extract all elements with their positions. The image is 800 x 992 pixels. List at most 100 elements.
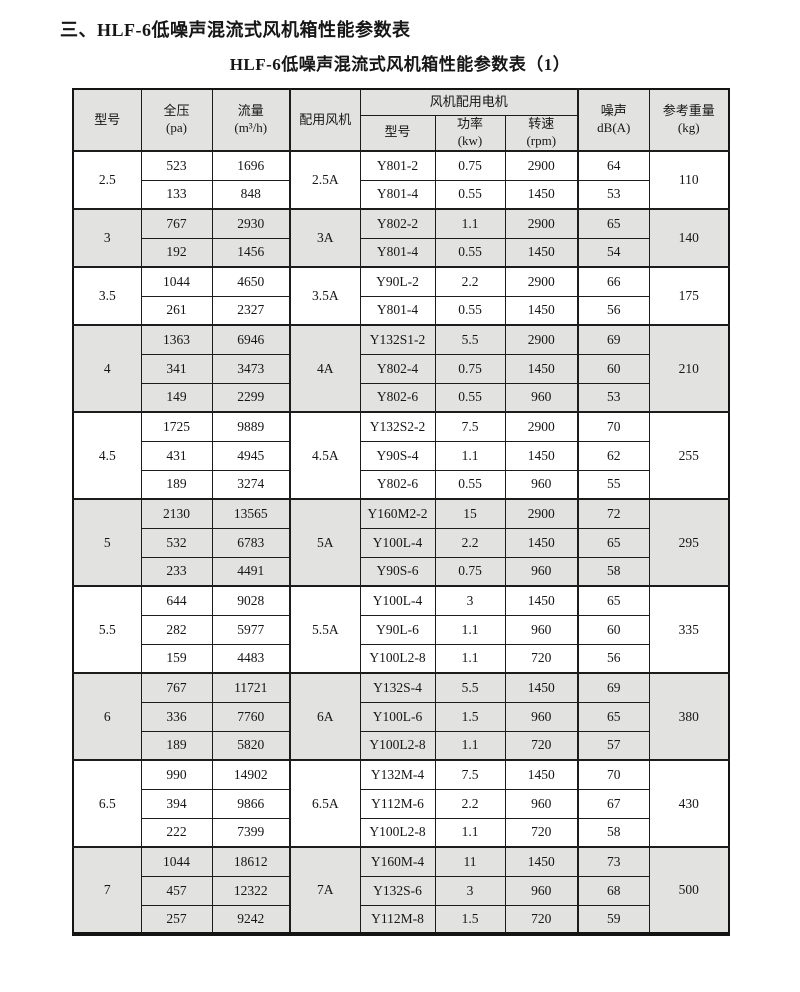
cell-flow: 6946 [211,324,291,355]
cell-fan-model: 2.5 [72,150,142,210]
header-speed-line1: 转速 [528,115,555,131]
cell-noise: 65 [577,208,650,239]
cell-matching-fan: 4.5A [289,411,361,500]
header-motor-group: 风机配用电机 [359,88,580,116]
cell-motor-speed: 1450 [504,672,580,703]
cell-noise: 66 [577,266,650,297]
cell-motor-speed: 960 [504,788,580,819]
cell-matching-fan: 2.5A [289,150,361,210]
cell-weight: 430 [648,759,730,848]
cell-motor-speed: 720 [504,904,580,935]
cell-noise: 65 [577,701,650,732]
cell-motor-speed: 960 [504,382,580,413]
cell-fan-model: 3 [72,208,142,268]
cell-motor-model: Y802-4 [359,353,436,384]
cell-noise: 65 [577,527,650,558]
cell-pressure: 189 [140,730,213,761]
cell-noise: 56 [577,643,650,674]
cell-motor-power: 7.5 [434,411,506,442]
cell-motor-power: 1.1 [434,730,506,761]
cell-motor-model: Y132S1-2 [359,324,436,355]
table-row: 261 2327 Y801-4 0.55 1450 56 [73,295,729,326]
table-row: 222 7399 Y100L2-8 1.1 720 58 [73,817,729,848]
cell-motor-model: Y132S-4 [359,672,436,703]
cell-pressure: 532 [140,527,213,558]
cell-flow: 9866 [211,788,291,819]
cell-flow: 4483 [211,643,291,674]
header-pressure: 全压 (pa) [140,88,213,152]
cell-noise: 60 [577,614,650,645]
cell-fan-model: 4 [72,324,142,413]
cell-motor-speed: 1450 [504,353,580,384]
table-row: 5 2130 13565 5A Y160M2-2 15 2900 72 295 [72,498,730,587]
cell-flow: 4491 [211,556,291,587]
cell-motor-power: 1.1 [434,440,506,471]
header-speed-line2: (rpm) [526,132,557,148]
cell-fan-model: 6.5 [72,759,142,848]
cell-motor-power: 3 [434,585,506,616]
table-row: 159 4483 Y100L2-8 1.1 720 56 [73,643,729,674]
cell-motor-power: 0.55 [434,179,506,210]
cell-motor-power: 0.75 [434,353,506,384]
cell-motor-speed: 2900 [504,266,580,297]
cell-matching-fan: 4A [289,324,361,413]
cell-motor-power: 2.2 [434,527,506,558]
cell-motor-power: 7.5 [434,759,506,790]
table-header: 型号 全压 (pa) 流量 (m³/h) 配用风机 风机配用电机 噪声 dB(A… [72,88,730,152]
cell-flow: 4945 [211,440,291,471]
cell-motor-power: 11 [434,846,506,877]
cell-flow: 5820 [211,730,291,761]
header-power-line1: 功率 [456,115,483,131]
fan-performance-table: 型号 全压 (pa) 流量 (m³/h) 配用风机 风机配用电机 噪声 dB(A… [72,88,731,936]
table-row: 2.5 523 1696 2.5A Y801-2 0.75 2900 64 110 [72,150,730,210]
cell-pressure: 133 [140,179,213,210]
cell-motor-model: Y160M2-2 [359,498,436,529]
table-row: 133 848 Y801-4 0.55 1450 53 [73,179,729,210]
cell-flow: 2930 [211,208,291,239]
cell-motor-speed: 1450 [504,295,580,326]
header-motor-model: 型号 [359,114,436,152]
cell-motor-speed: 2900 [504,150,580,181]
cell-matching-fan: 3.5A [289,266,361,326]
cell-pressure: 457 [140,875,213,906]
cell-motor-speed: 1450 [504,585,580,616]
cell-flow: 3274 [211,469,291,500]
cell-flow: 9028 [211,585,291,616]
cell-motor-power: 3 [434,875,506,906]
cell-flow: 7760 [211,701,291,732]
cell-fan-model: 4.5 [72,411,142,500]
cell-noise: 57 [577,730,650,761]
cell-motor-power: 2.2 [434,266,506,297]
table-row: 257 9242 Y112M-8 1.5 720 59 [73,904,729,935]
cell-fan-model: 7 [72,846,142,935]
cell-pressure: 222 [140,817,213,848]
header-pressure-line2: (pa) [166,120,187,135]
cell-motor-power: 0.55 [434,382,506,413]
cell-motor-speed: 720 [504,643,580,674]
cell-motor-model: Y90L-2 [359,266,436,297]
table-row: 6 767 11721 6A Y132S-4 5.5 1450 69 380 [72,672,730,761]
cell-flow: 3473 [211,353,291,384]
cell-weight: 380 [648,672,730,761]
cell-matching-fan: 7A [289,846,361,935]
cell-motor-model: Y801-4 [359,237,436,268]
table-row: 3.5 1044 4650 3.5A Y90L-2 2.2 2900 66 175 [72,266,730,326]
cell-flow: 6783 [211,527,291,558]
cell-pressure: 261 [140,295,213,326]
cell-pressure: 233 [140,556,213,587]
cell-flow: 18612 [211,846,291,877]
cell-noise: 58 [577,817,650,848]
cell-motor-power: 0.55 [434,295,506,326]
cell-motor-speed: 960 [504,875,580,906]
cell-pressure: 257 [140,904,213,935]
header-flow-line2: (m³/h) [234,120,268,135]
cell-motor-model: Y112M-8 [359,904,436,935]
cell-motor-power: 0.75 [434,150,506,181]
cell-motor-speed: 1450 [504,237,580,268]
cell-motor-model: Y802-6 [359,469,436,500]
cell-motor-speed: 1450 [504,527,580,558]
cell-noise: 70 [577,411,650,442]
cell-motor-model: Y802-2 [359,208,436,239]
table-row: 189 5820 Y100L2-8 1.1 720 57 [73,730,729,761]
cell-flow: 1696 [211,150,291,181]
